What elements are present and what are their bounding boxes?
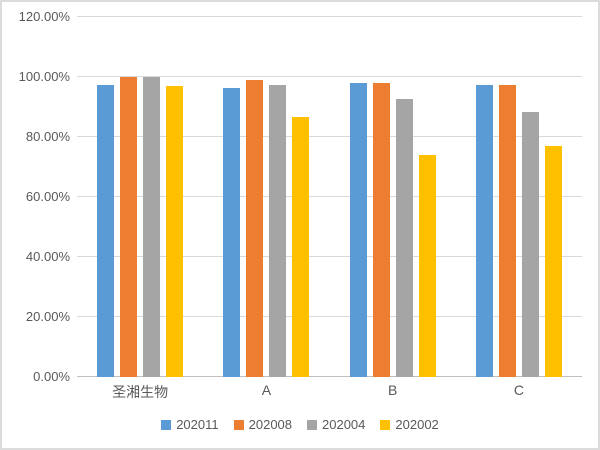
legend: 202011 202008 202004 202002: [2, 417, 598, 432]
y-tick-label: 60.00%: [25, 189, 70, 204]
y-tick-label: 20.00%: [25, 309, 70, 324]
bar-group-4: [456, 17, 582, 377]
bar-group-1: [77, 17, 203, 377]
legend-item-202011: 202011: [161, 417, 219, 432]
bar-202008: [372, 83, 390, 377]
legend-item-202002: 202002: [380, 417, 439, 432]
legend-label: 202011: [176, 417, 219, 432]
x-category-label: C: [513, 382, 524, 398]
bar-202008: [120, 77, 138, 377]
bar-202008: [498, 85, 516, 377]
bar-202004: [143, 77, 161, 377]
bar-202004: [269, 85, 287, 377]
legend-swatch-icon: [307, 419, 318, 430]
legend-swatch-icon: [233, 419, 244, 430]
bar-group-2: [203, 17, 329, 377]
legend-label: 202002: [395, 417, 439, 432]
bar-202002: [292, 117, 310, 377]
bars-layer: [77, 17, 582, 377]
y-tick-label: 40.00%: [25, 249, 70, 264]
legend-swatch-icon: [380, 419, 391, 430]
x-category-label: A: [261, 382, 272, 398]
legend-label: 202004: [322, 417, 366, 432]
gridline: [77, 76, 582, 77]
bar-202002: [544, 146, 562, 377]
y-tick-label: 100.00%: [18, 69, 70, 84]
legend-item-202008: 202008: [233, 417, 293, 432]
legend-item-202004: 202004: [307, 417, 365, 432]
plot-area: [77, 16, 582, 377]
x-axis-line: [77, 376, 582, 377]
x-category-label: 圣湘生物: [112, 384, 169, 400]
bar-group-3: [330, 17, 456, 377]
bar-202011: [349, 83, 367, 377]
bar-202008: [246, 80, 264, 377]
gridline: [77, 136, 582, 137]
y-tick-label: 80.00%: [25, 129, 70, 144]
bar-202002: [418, 154, 436, 377]
gridline: [77, 16, 582, 17]
bar-202011: [475, 85, 493, 377]
bar-202011: [97, 84, 115, 377]
gridline: [77, 316, 582, 317]
bar-202004: [521, 112, 539, 377]
y-tick-label: 120.00%: [18, 9, 70, 24]
gridline: [77, 196, 582, 197]
bar-202002: [166, 86, 184, 377]
legend-label: 202008: [248, 417, 293, 432]
legend-swatch-icon: [161, 419, 172, 430]
x-axis: 圣湘生物 A B C: [77, 382, 582, 402]
y-axis: 0.00% 20.00% 40.00% 60.00% 80.00% 100.00% 120.…: [2, 2, 70, 448]
gridline: [77, 256, 582, 257]
y-tick-label: 0.00%: [33, 369, 70, 384]
x-category-label: B: [387, 382, 398, 398]
bar-202004: [395, 98, 413, 377]
gridlines-layer: [77, 16, 582, 377]
bar-202011: [223, 88, 241, 377]
